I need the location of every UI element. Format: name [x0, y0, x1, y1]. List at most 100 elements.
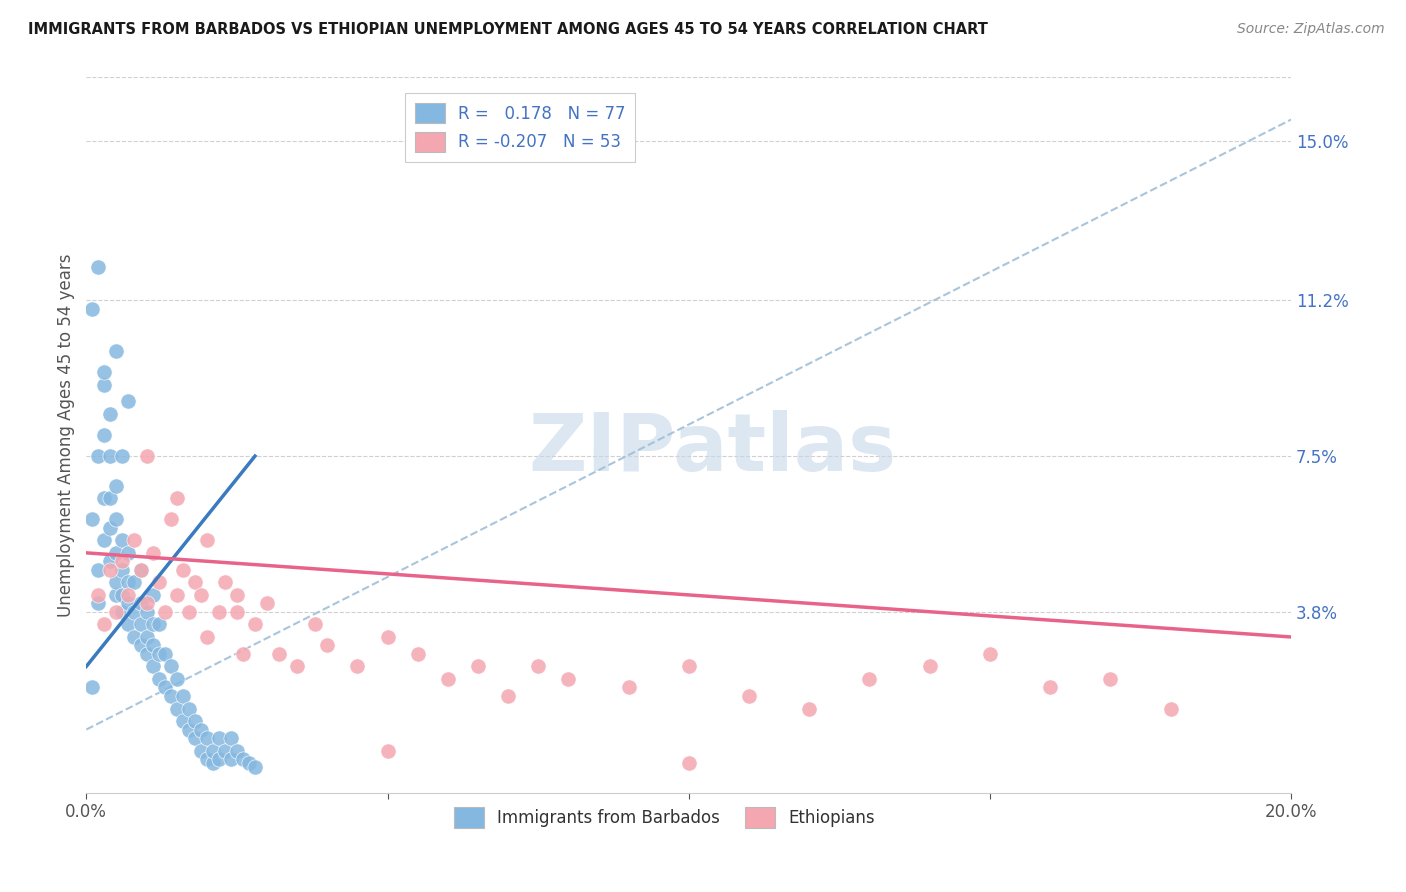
Point: [219, 731, 242, 745]
Point: [799, 701, 821, 715]
Point: [184, 714, 207, 728]
Point: [100, 563, 122, 577]
Point: [111, 605, 134, 619]
Point: [135, 596, 157, 610]
Point: [135, 605, 157, 619]
Point: [129, 596, 152, 610]
Point: [190, 588, 212, 602]
Point: [117, 546, 139, 560]
Text: ZIPatlas: ZIPatlas: [529, 410, 897, 488]
Point: [467, 659, 489, 673]
Point: [124, 575, 146, 590]
Y-axis label: Unemployment Among Ages 45 to 54 years: Unemployment Among Ages 45 to 54 years: [58, 253, 75, 616]
Point: [232, 752, 254, 766]
Point: [225, 605, 247, 619]
Point: [105, 343, 128, 358]
Text: Source: ZipAtlas.com: Source: ZipAtlas.com: [1237, 22, 1385, 37]
Point: [1039, 681, 1062, 695]
Point: [87, 588, 110, 602]
Point: [100, 554, 122, 568]
Point: [148, 672, 170, 686]
Point: [184, 575, 207, 590]
Point: [201, 756, 224, 771]
Point: [111, 554, 134, 568]
Point: [208, 731, 231, 745]
Point: [148, 647, 170, 661]
Point: [304, 617, 326, 632]
Point: [159, 659, 181, 673]
Point: [142, 546, 165, 560]
Point: [117, 617, 139, 632]
Point: [153, 681, 176, 695]
Point: [172, 563, 194, 577]
Point: [979, 647, 1001, 661]
Point: [105, 478, 128, 492]
Point: [918, 659, 941, 673]
Point: [105, 546, 128, 560]
Point: [184, 731, 207, 745]
Point: [1099, 672, 1122, 686]
Point: [557, 672, 579, 686]
Point: [858, 672, 880, 686]
Point: [148, 617, 170, 632]
Point: [527, 659, 550, 673]
Point: [135, 449, 157, 463]
Point: [142, 617, 165, 632]
Point: [129, 563, 152, 577]
Point: [111, 533, 134, 548]
Point: [177, 701, 200, 715]
Point: [377, 630, 399, 644]
Point: [129, 639, 152, 653]
Point: [93, 377, 115, 392]
Point: [232, 647, 254, 661]
Point: [87, 563, 110, 577]
Point: [436, 672, 458, 686]
Point: [208, 752, 231, 766]
Point: [738, 689, 761, 703]
Point: [93, 533, 115, 548]
Point: [219, 752, 242, 766]
Point: [124, 533, 146, 548]
Point: [225, 588, 247, 602]
Point: [111, 588, 134, 602]
Point: [316, 639, 339, 653]
Point: [159, 689, 181, 703]
Point: [166, 672, 188, 686]
Point: [82, 681, 104, 695]
Point: [166, 701, 188, 715]
Point: [135, 630, 157, 644]
Point: [93, 428, 115, 442]
Point: [243, 760, 266, 774]
Point: [243, 617, 266, 632]
Point: [93, 491, 115, 505]
Point: [285, 659, 308, 673]
Point: [87, 260, 110, 274]
Point: [142, 659, 165, 673]
Point: [377, 743, 399, 757]
Point: [214, 575, 236, 590]
Point: [678, 756, 700, 771]
Point: [111, 563, 134, 577]
Point: [111, 449, 134, 463]
Point: [124, 605, 146, 619]
Point: [124, 630, 146, 644]
Point: [117, 394, 139, 409]
Legend: Immigrants from Barbados, Ethiopians: Immigrants from Barbados, Ethiopians: [447, 801, 882, 834]
Point: [153, 605, 176, 619]
Point: [201, 743, 224, 757]
Point: [148, 575, 170, 590]
Point: [225, 743, 247, 757]
Point: [129, 563, 152, 577]
Point: [256, 596, 278, 610]
Point: [177, 605, 200, 619]
Point: [238, 756, 260, 771]
Point: [190, 723, 212, 737]
Point: [105, 605, 128, 619]
Point: [153, 647, 176, 661]
Point: [195, 752, 218, 766]
Point: [129, 617, 152, 632]
Point: [117, 575, 139, 590]
Point: [406, 647, 429, 661]
Point: [159, 512, 181, 526]
Point: [1160, 701, 1182, 715]
